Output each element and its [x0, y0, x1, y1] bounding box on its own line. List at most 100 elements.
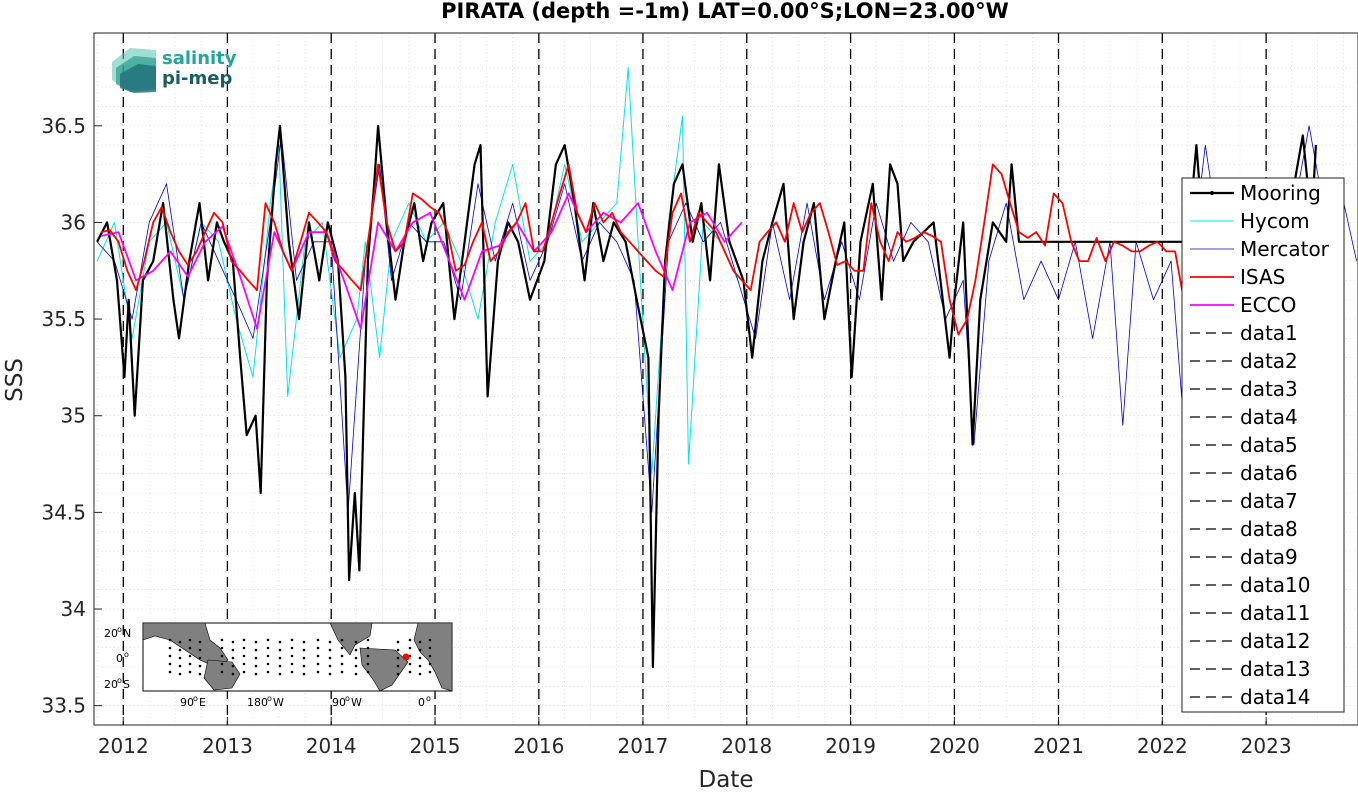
- series-line-mercator: [96, 125, 1357, 513]
- inset-lon-180w-degree: o: [267, 694, 272, 703]
- legend-label: data8: [1240, 517, 1298, 541]
- series-group: [96, 67, 1357, 669]
- year-marker-lines: [122, 33, 1267, 725]
- y-axis-label: SSS: [2, 358, 28, 402]
- inset-lat-0-degree: o: [124, 650, 129, 659]
- inset-mooring-dot: [428, 662, 432, 666]
- inset-lat-20s-value: 20: [104, 678, 118, 691]
- inset-mooring-dot: [340, 646, 344, 650]
- salinity-pimep-logo: salinity pi-mep: [112, 48, 237, 93]
- logo-shape-front: [120, 64, 156, 93]
- inset-mooring-dot: [316, 646, 320, 650]
- inset-mooring-dot: [418, 656, 422, 660]
- inset-mooring-dot: [220, 662, 224, 666]
- inset-selected-mooring-marker: [402, 653, 410, 661]
- x-tick-label: 2013: [202, 734, 253, 758]
- legend-items: Mooring Hycom Mercator ISAS ECCO data1 data2 da…: [1190, 181, 1330, 709]
- inset-mooring-dot: [178, 656, 182, 660]
- inset-mooring-dot: [198, 640, 202, 644]
- inset-lon-90w-value: 90: [332, 696, 346, 709]
- inset-mooring-dot: [278, 640, 282, 644]
- inset-mooring-dot: [302, 672, 306, 676]
- inset-mooring-dot: [354, 648, 358, 652]
- inset-mooring-dot: [366, 662, 370, 666]
- inset-map: 20 o N 0 o 20 o S 90 o E 180 o W 90 o W …: [104, 622, 453, 709]
- inset-mooring-dot: [328, 672, 332, 676]
- inset-lon-0-degree: o: [426, 694, 431, 703]
- inset-mooring-dot: [198, 656, 202, 660]
- legend-label: data1: [1240, 321, 1298, 345]
- inset-mooring-dot: [354, 664, 358, 668]
- inset-mooring-dot: [178, 640, 182, 644]
- inset-mooring-dot: [316, 670, 320, 674]
- x-tick-label: 2023: [1241, 734, 1292, 758]
- inset-mooring-dot: [302, 640, 306, 644]
- legend: Mooring Hycom Mercator ISAS ECCO data1 data2 da…: [1181, 177, 1345, 713]
- legend-label: data3: [1240, 377, 1298, 401]
- inset-mooring-dot: [396, 640, 400, 644]
- inset-mooring-dot: [168, 670, 172, 674]
- inset-lat-20s-hemisphere: S: [123, 678, 130, 691]
- y-tick-label: 33.5: [41, 694, 86, 718]
- inset-mooring-dot: [231, 664, 235, 668]
- inset-mooring-dot: [178, 672, 182, 676]
- inset-mooring-dot: [242, 646, 246, 650]
- legend-label: data7: [1240, 489, 1298, 513]
- inset-lon-180w-hemisphere: W: [273, 696, 284, 709]
- inset-mooring-dot: [428, 670, 432, 674]
- inset-mooring-dot: [266, 654, 270, 658]
- inset-mooring-dot: [266, 670, 270, 674]
- inset-mooring-dot: [316, 662, 320, 666]
- legend-label: data14: [1240, 685, 1311, 709]
- inset-mooring-dot: [254, 664, 258, 668]
- inset-mooring-dot: [254, 640, 258, 644]
- inset-mooring-dot: [254, 656, 258, 660]
- inset-lon-180w-value: 180: [247, 696, 268, 709]
- inset-mooring-dot: [340, 654, 344, 658]
- inset-landmass-australia: [203, 659, 241, 691]
- legend-label: data6: [1240, 461, 1298, 485]
- inset-mooring-dot: [290, 654, 294, 658]
- inset-mooring-dot: [242, 670, 246, 674]
- inset-mooring-dot: [168, 662, 172, 666]
- inset-mooring-dot: [290, 646, 294, 650]
- legend-label: data12: [1240, 629, 1311, 653]
- inset-mooring-dot: [290, 638, 294, 642]
- inset-mooring-dot: [231, 672, 235, 676]
- x-axis-ticks: 2012 2013 2014 2015 2016 2017 2018 2019 2020 2021…: [98, 717, 1292, 758]
- inset-mooring-dot: [266, 646, 270, 650]
- series-line-ecco: [100, 192, 743, 330]
- inset-mooring-dot: [188, 670, 192, 674]
- legend-label: data4: [1240, 405, 1298, 429]
- inset-mooring-dot: [290, 670, 294, 674]
- inset-mooring-dot: [302, 648, 306, 652]
- inset-mooring-dot: [198, 648, 202, 652]
- inset-mooring-dot: [328, 664, 332, 668]
- x-tick-label: 2015: [410, 734, 461, 758]
- legend-label: ECCO: [1240, 293, 1296, 317]
- inset-mooring-dot: [168, 646, 172, 650]
- inset-mooring-dot: [178, 664, 182, 668]
- inset-mooring-dot: [188, 638, 192, 642]
- inset-mooring-dot: [328, 648, 332, 652]
- x-tick-label: 2014: [306, 734, 357, 758]
- inset-mooring-dot: [396, 664, 400, 668]
- inset-mooring-dot: [340, 670, 344, 674]
- inset-mooring-dot: [316, 638, 320, 642]
- inset-mooring-dot: [242, 662, 246, 666]
- inset-mooring-dot: [418, 664, 422, 668]
- inset-mooring-dot: [168, 654, 172, 658]
- inset-mooring-dot: [354, 656, 358, 660]
- inset-lon-90w-degree: o: [345, 694, 350, 703]
- legend-label: Mooring: [1240, 181, 1321, 205]
- plot-area-border: [93, 32, 1358, 726]
- x-tick-label: 2016: [513, 734, 564, 758]
- inset-lat-20n-value: 20: [104, 627, 118, 640]
- legend-label: data13: [1240, 657, 1311, 681]
- x-axis-label: Date: [699, 767, 754, 790]
- inset-mooring-dot: [408, 638, 412, 642]
- x-tick-label: 2020: [929, 734, 980, 758]
- series-line-isas: [100, 163, 1202, 336]
- inset-mooring-dots: [168, 638, 432, 676]
